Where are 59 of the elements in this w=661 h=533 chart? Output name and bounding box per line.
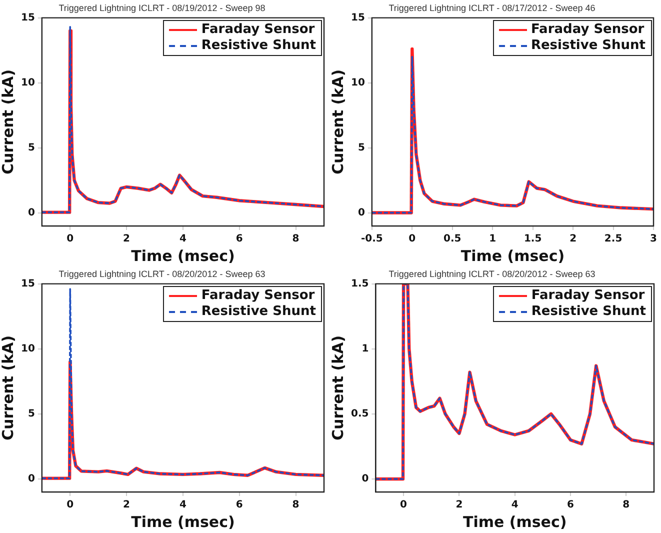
x-tick-label: 0 [66, 500, 74, 511]
x-tick-label: 2.5 [604, 234, 622, 245]
y-tick-label: 5 [28, 408, 35, 420]
x-tick-label: 6 [567, 500, 574, 511]
x-tick-label: 6 [236, 234, 243, 245]
legend-label: Resistive Shunt [531, 304, 646, 320]
legend-label: Faraday Sensor [201, 288, 315, 304]
x-tick-label: 8 [622, 500, 630, 511]
x-tick-label: 4 [179, 500, 186, 511]
x-tick-label: 1 [489, 234, 496, 245]
y-tick-label: 5 [358, 142, 365, 154]
x-tick-label: -0.5 [360, 234, 383, 245]
chart-title: Triggered Lightning ICLRT - 08/20/2012 - Sweep 63 [388, 268, 596, 279]
y-axis-title: Current (kA) [328, 69, 347, 174]
legend-label: Resistive Shunt [530, 38, 646, 54]
y-tick-label: 15 [350, 12, 365, 24]
x-tick-label: 2 [456, 500, 463, 511]
legend-label: Faraday Sensor [530, 22, 644, 38]
chart-title: Triggered Lightning ICLRT - 08/19/2012 - Sweep 98 [58, 2, 266, 13]
x-tick-label: 8 [292, 234, 300, 245]
y-tick-label: 1.5 [350, 278, 369, 290]
x-axis-title: Time (msec) [131, 512, 235, 531]
legend-label: Resistive Shunt [201, 304, 316, 320]
x-tick-label: 8 [292, 500, 300, 511]
x-tick-label: 3 [650, 234, 658, 245]
chart-title: Triggered Lightning ICLRT - 08/17/2012 - Sweep 46 [388, 2, 596, 13]
y-axis-title: Current (kA) [0, 335, 17, 440]
x-tick-label: 0 [66, 234, 74, 245]
y-tick-label: 10 [20, 343, 35, 354]
y-tick-label: 0.5 [350, 408, 369, 420]
y-tick-label: 0 [28, 474, 35, 485]
x-tick-label: 2 [123, 500, 130, 511]
x-tick-label: 4 [511, 500, 518, 511]
y-tick-label: 5 [28, 142, 35, 154]
x-tick-label: 0 [408, 234, 416, 245]
chart-title: Triggered Lightning ICLRT - 08/20/2012 - Sweep 63 [58, 268, 266, 279]
y-tick-label: 10 [20, 77, 35, 88]
y-tick-label: 0 [362, 474, 369, 485]
y-tick-label: 0 [28, 208, 35, 219]
x-axis-title: Time (msec) [462, 512, 567, 531]
y-axis-title: Current (kA) [0, 69, 17, 174]
y-tick-label: 0 [358, 208, 365, 219]
legend-label: Faraday Sensor [201, 22, 315, 38]
legend-label: Resistive Shunt [201, 38, 316, 54]
legend-label: Faraday Sensor [531, 288, 645, 304]
x-tick-label: 2 [123, 234, 130, 245]
y-axis-title: Current (kA) [328, 335, 347, 440]
x-tick-label: 2 [570, 234, 577, 245]
x-tick-label: 0 [400, 500, 408, 511]
y-tick-label: 10 [350, 77, 365, 88]
x-tick-label: 1.5 [524, 234, 542, 245]
y-tick-label: 15 [20, 12, 35, 24]
y-tick-label: 15 [20, 278, 35, 290]
x-tick-label: 4 [179, 234, 186, 245]
x-tick-label: 0.5 [444, 234, 462, 245]
y-tick-label: 1 [362, 343, 369, 354]
x-axis-title: Time (msec) [460, 246, 565, 265]
x-tick-label: 6 [236, 500, 243, 511]
x-axis-title: Time (msec) [131, 246, 235, 265]
